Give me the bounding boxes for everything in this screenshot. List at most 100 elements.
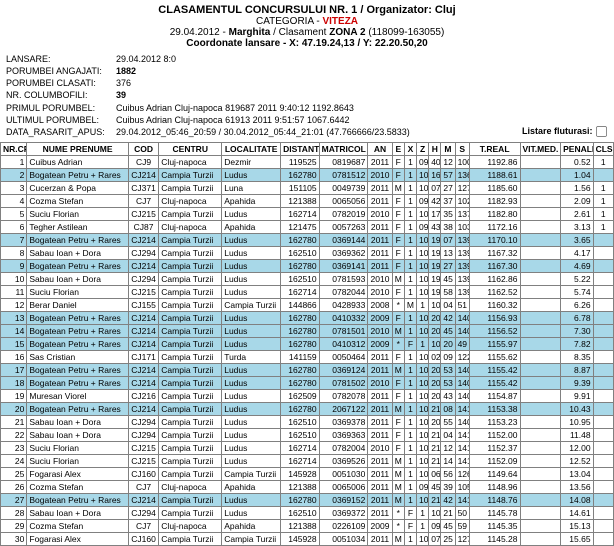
table-cell: 1 — [404, 467, 416, 480]
table-cell — [593, 519, 613, 532]
table-cell: 10 — [417, 363, 429, 376]
table-cell — [520, 155, 561, 168]
table-cell: Bogatean Petru + Rares — [27, 376, 128, 389]
table-cell: CJ7 — [128, 480, 158, 493]
table-cell: 127.4167 — [455, 532, 469, 545]
table-cell: 162510 — [281, 428, 320, 441]
table-cell: 1167.30 — [469, 259, 520, 272]
table-cell — [520, 324, 561, 337]
table-cell: 20 — [429, 363, 441, 376]
table-cell: 1 — [417, 519, 429, 532]
table-cell: Campia Turzii — [159, 285, 222, 298]
zone-code: (118099-163055) — [366, 27, 445, 38]
table-cell: 13.04 — [561, 467, 593, 480]
table-cell: F — [392, 285, 404, 298]
table-cell: 121475 — [281, 220, 320, 233]
table-cell: * — [392, 506, 404, 519]
table-cell — [520, 389, 561, 402]
table-cell: 10 — [417, 402, 429, 415]
table-cell: 11.48 — [561, 428, 593, 441]
table-cell: 1 — [404, 532, 416, 545]
table-cell: 14.08 — [561, 493, 593, 506]
table-cell: CJ216 — [128, 389, 158, 402]
table-cell: CJ215 — [128, 441, 158, 454]
table-row: 19Muresan ViorelCJ216Campia TurziiLudus1… — [1, 389, 614, 402]
table-cell: 13 — [1, 311, 27, 324]
table-row: 23Suciu FlorianCJ215Campia TurziiLudus16… — [1, 441, 614, 454]
table-cell: 1 — [404, 285, 416, 298]
table-cell — [520, 415, 561, 428]
table-cell: 2010 — [368, 272, 392, 285]
table-cell: 10 — [417, 493, 429, 506]
title-line: CLASAMENTUL CONCURSULUI NR. 1 / Organiza… — [0, 4, 614, 16]
table-cell: Sabau Ioan + Dora — [27, 428, 128, 441]
table-cell: Apahida — [222, 480, 281, 493]
table-cell: 2010 — [368, 285, 392, 298]
table-cell: 42 — [441, 311, 455, 324]
table-cell: 1 — [1, 155, 27, 168]
table-cell: Cozma Stefan — [27, 519, 128, 532]
table-cell: 2011 — [368, 467, 392, 480]
table-cell: 20 — [429, 376, 441, 389]
table-cell: 0049739 — [319, 181, 368, 194]
table-cell: 10 — [429, 298, 441, 311]
table-cell — [593, 311, 613, 324]
table-cell: 1148.76 — [469, 493, 520, 506]
table-cell: CJ87 — [128, 220, 158, 233]
table-cell: 144866 — [281, 298, 320, 311]
table-cell: 1148.96 — [469, 480, 520, 493]
table-cell — [520, 480, 561, 493]
table-cell — [520, 246, 561, 259]
table-row: 15Bogatean Petru + RaresCJ214Campia Turz… — [1, 337, 614, 350]
table-cell: 141.1333 — [455, 402, 469, 415]
table-cell: 06 — [429, 467, 441, 480]
table-header-cell: NR.CRT. — [1, 142, 27, 155]
table-cell: 1 — [404, 220, 416, 233]
table-cell: 1145.35 — [469, 519, 520, 532]
table-cell: 139.7500 — [455, 272, 469, 285]
table-cell: Campia Turzii — [159, 272, 222, 285]
table-header-cell: CLS. — [593, 142, 613, 155]
table-cell — [593, 298, 613, 311]
table-cell — [593, 350, 613, 363]
title-prefix: CLASAMENTUL CONCURSULUI NR. 1 / Organiza… — [158, 4, 435, 16]
table-cell: M — [392, 532, 404, 545]
table-cell: 1 — [404, 311, 416, 324]
table-cell: Campia Turzii — [159, 493, 222, 506]
table-cell: 2 — [1, 168, 27, 181]
table-row: 21Sabau Ioan + DoraCJ294Campia TurziiLud… — [1, 415, 614, 428]
table-cell: M — [392, 402, 404, 415]
table-cell: 0051034 — [319, 532, 368, 545]
table-cell: Campia Turzii — [159, 376, 222, 389]
table-cell: 162510 — [281, 415, 320, 428]
table-cell — [520, 467, 561, 480]
table-cell: Campia Turzii — [222, 298, 281, 311]
table-cell: 2067122 — [319, 402, 368, 415]
table-cell — [593, 272, 613, 285]
table-cell: 10 — [417, 285, 429, 298]
table-cell: 1 — [404, 363, 416, 376]
table-row: 2Bogatean Petru + RaresCJ214Campia Turzi… — [1, 168, 614, 181]
table-cell: Suciu Florian — [27, 454, 128, 467]
table-cell: 1152.37 — [469, 441, 520, 454]
listare-checkbox[interactable] — [596, 126, 607, 137]
table-cell: Campia Turzii — [159, 389, 222, 402]
table-cell: Campia Turzii — [159, 402, 222, 415]
table-cell: Ludus — [222, 207, 281, 220]
table-cell: 2011 — [368, 415, 392, 428]
table-cell: 8 — [1, 246, 27, 259]
table-cell — [520, 493, 561, 506]
table-cell: CJ155 — [128, 298, 158, 311]
table-cell: 19 — [429, 246, 441, 259]
table-cell: 1152.09 — [469, 454, 520, 467]
table-cell: 21 — [1, 415, 27, 428]
category-line: CATEGORIA - VITEZA — [0, 16, 614, 27]
table-cell: 10 — [417, 376, 429, 389]
table-cell: 09 — [417, 220, 429, 233]
table-cell: 162510 — [281, 506, 320, 519]
table-cell — [520, 350, 561, 363]
place: Marghita — [229, 27, 271, 38]
table-row: 27Bogatean Petru + RaresCJ214Campia Turz… — [1, 493, 614, 506]
table-cell: 20 — [429, 415, 441, 428]
table-cell: 12 — [441, 441, 455, 454]
